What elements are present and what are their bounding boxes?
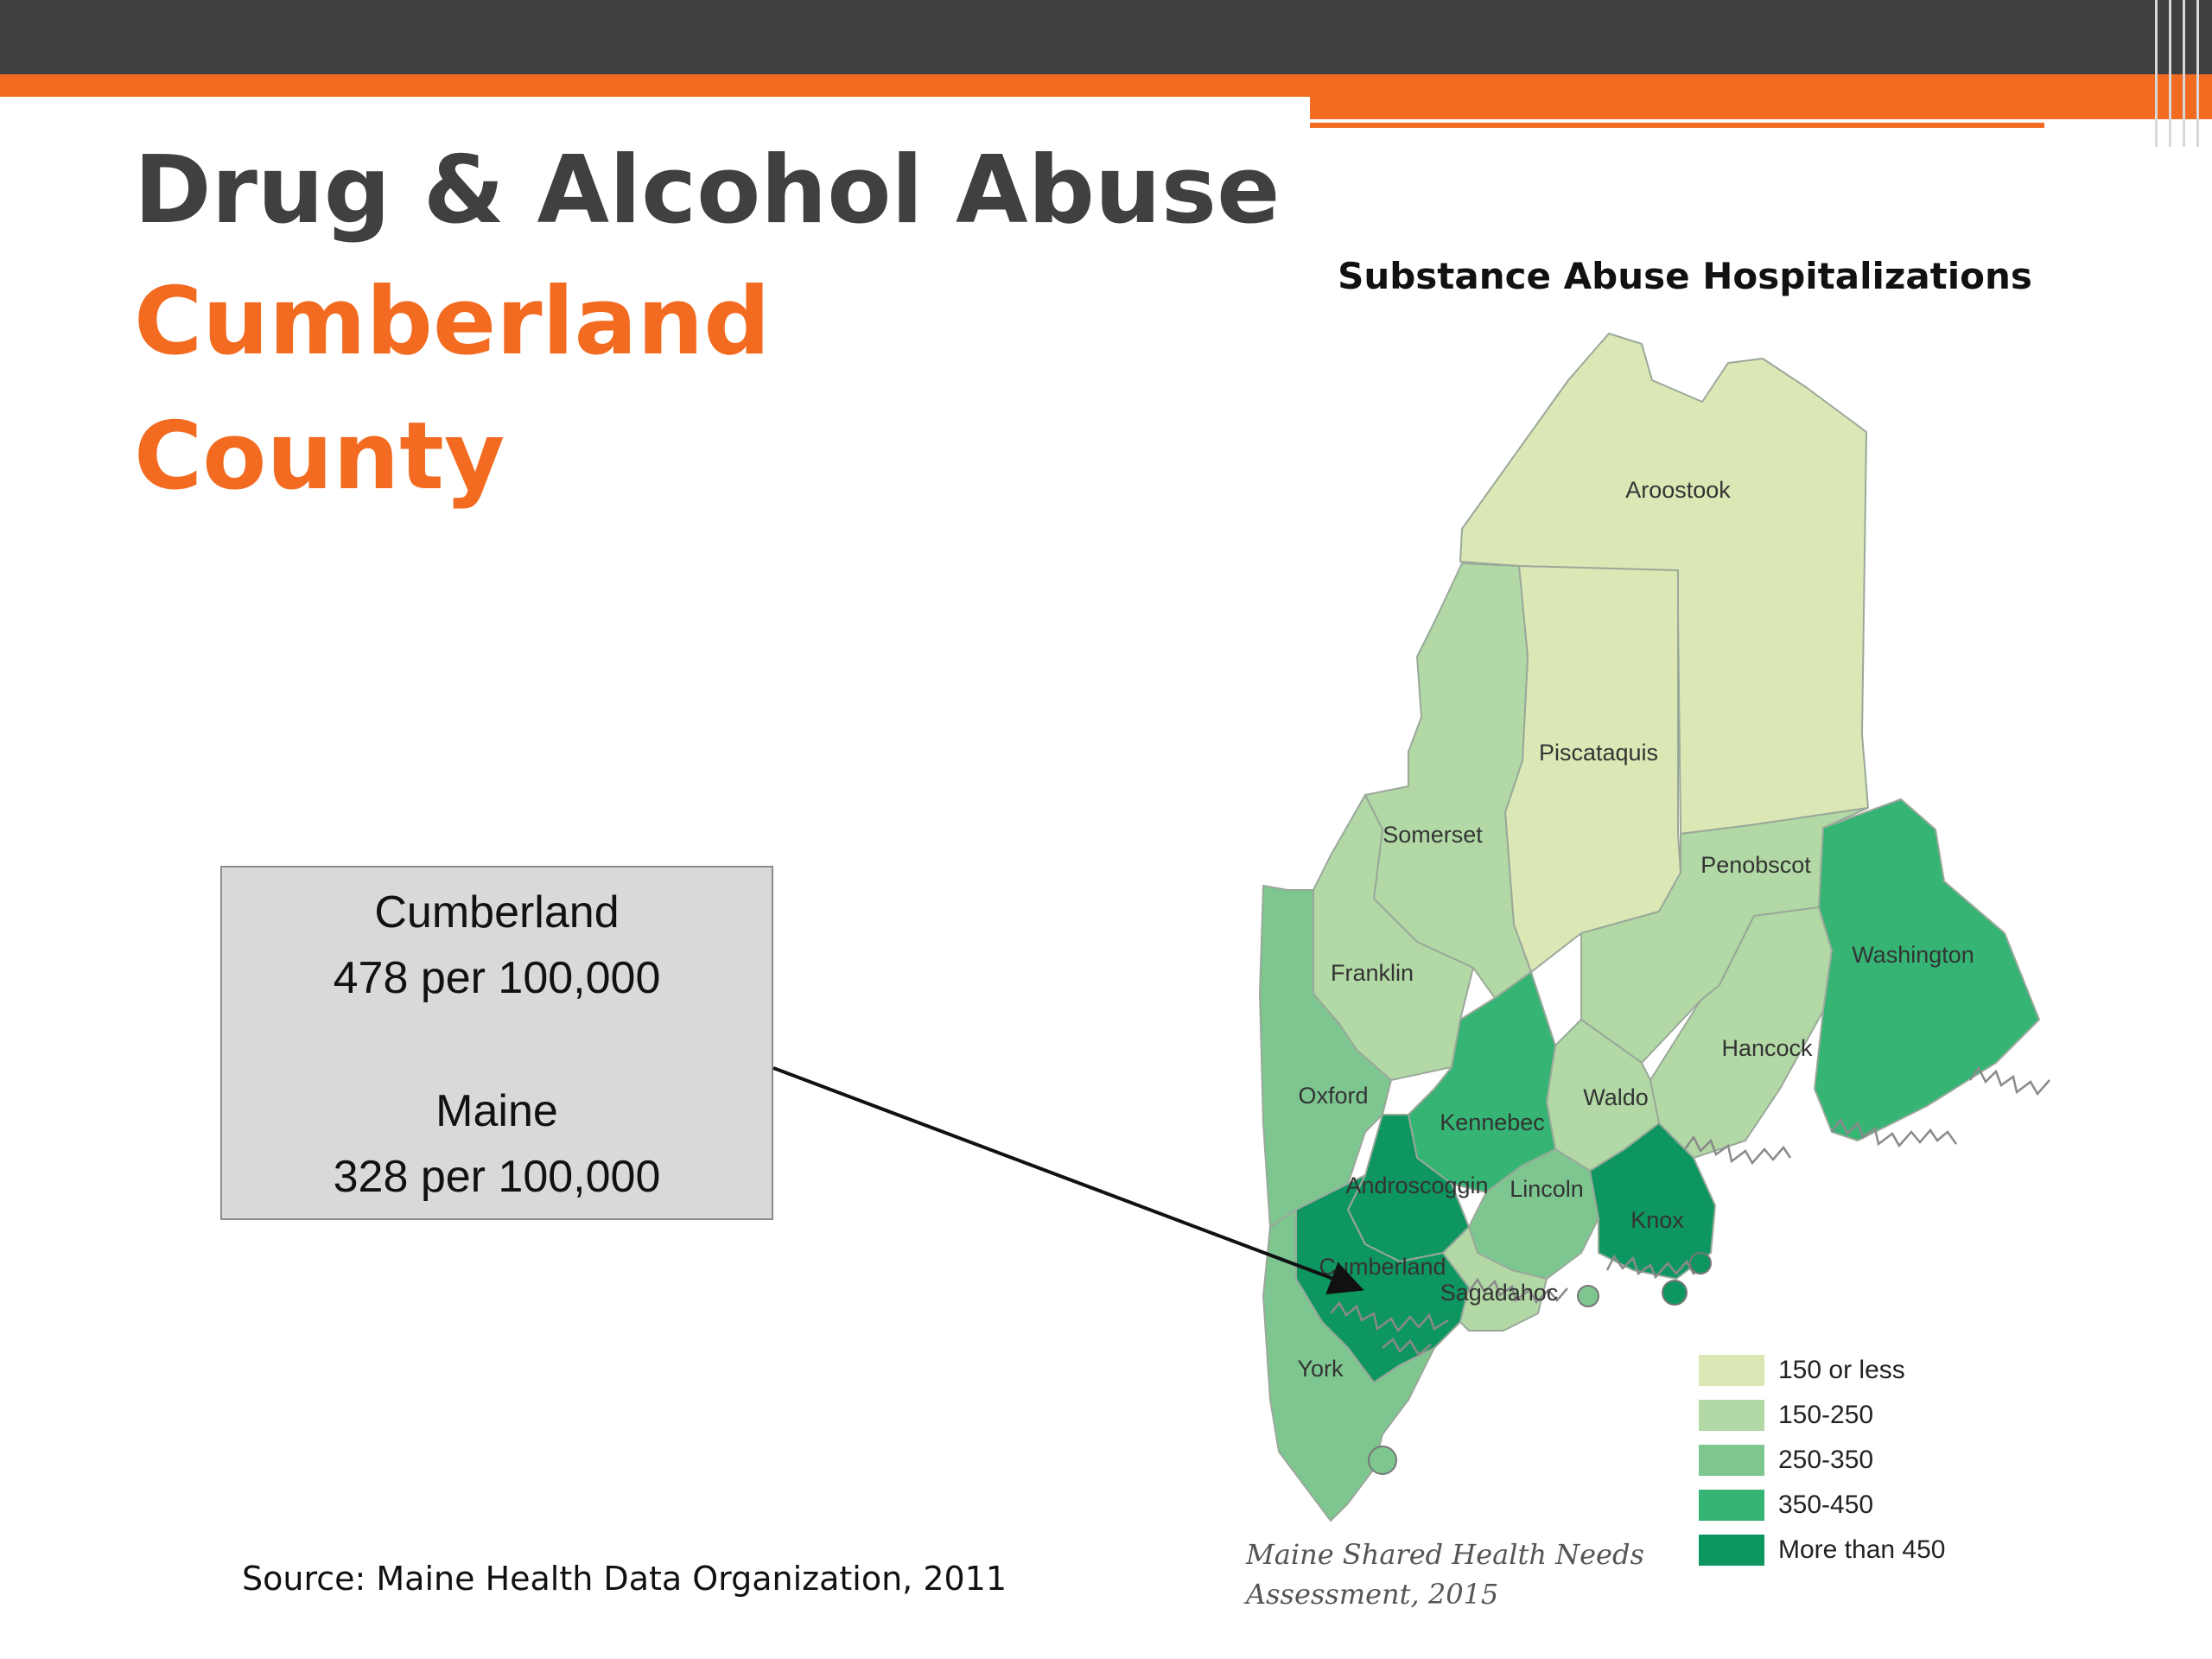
legend-item: 150 or less [1699,1355,2044,1389]
legend-swatch [1699,1355,1764,1386]
county-label-york: York [1297,1356,1344,1382]
county-label-androscoggin: Androscoggin [1345,1173,1488,1198]
rate-info-box: Cumberland 478 per 100,000 Maine 328 per… [220,866,773,1220]
source-note: Source: Maine Health Data Organization, … [242,1560,1007,1598]
county-label-franklin: Franklin [1331,960,1414,986]
maine-rate: 328 per 100,000 [333,1152,661,1202]
legend-swatch [1699,1490,1764,1521]
legend-item: More than 450 [1699,1535,2044,1569]
callout-arrow [772,1066,1364,1295]
county-label-oxford: Oxford [1298,1083,1368,1109]
legend-item: 150-250 [1699,1400,2044,1434]
legend-label: 350-450 [1778,1491,1874,1519]
slide-orange-thin-line [1310,123,2044,128]
legend-item: 250-350 [1699,1445,2044,1479]
county-piscataquis [1504,565,1681,973]
islands [1368,1252,1712,1475]
county-sagadahoc [1442,1226,1548,1332]
legend-swatch [1699,1400,1764,1431]
county-label-washington: Washington [1852,942,1974,968]
county-label-kennebec: Kennebec [1440,1109,1545,1135]
slide-edge-stripe [2169,0,2171,147]
legend-swatch [1699,1445,1764,1476]
legend-swatch [1699,1535,1764,1566]
map-credit-line1: Maine Shared Health Needs [1246,1538,1644,1571]
county-york [1262,1209,1435,1522]
legend-label: 250-350 [1778,1446,1874,1474]
county-label-sagadahoc: Sagadahoc [1440,1280,1559,1306]
coastline-detail [1330,1065,2050,1357]
slide-orange-band-lower [1310,97,2212,119]
county-label-hancock: Hancock [1721,1035,1813,1061]
county-label-knox: Knox [1630,1207,1684,1233]
maine-name: Maine [435,1086,558,1136]
legend-item: 350-450 [1699,1490,2044,1524]
county-label-waldo: Waldo [1583,1084,1649,1110]
map-title: Substance Abuse Hospitalizations [1338,255,2032,297]
county-label-somerset: Somerset [1382,822,1483,848]
slide-edge-stripe [2196,0,2199,147]
county-label-penobscot: Penobscot [1700,852,1811,878]
slide-subtitle-line2: County [134,403,505,511]
map-credit: Maine Shared Health Needs Assessment, 20… [1246,1535,1644,1614]
county-label-lincoln: Lincoln [1510,1176,1584,1202]
map-credit-line2: Assessment, 2015 [1246,1578,1499,1611]
county-label-aroostook: Aroostook [1625,477,1731,503]
slide-edge-stripe [2183,0,2185,147]
slide-top-bar [0,0,2212,74]
slide-subtitle-line1: Cumberland [134,268,771,376]
county-label-cumberland: Cumberland [1319,1254,1446,1280]
cumberland-name: Cumberland [374,887,620,938]
legend-label: More than 450 [1778,1535,1946,1564]
county-washington [1814,798,2040,1141]
county-knox [1589,1122,1716,1280]
county-label-piscataquis: Piscataquis [1539,740,1658,766]
slide-orange-band [0,74,2212,97]
legend-label: 150-250 [1778,1401,1874,1429]
cumberland-rate: 478 per 100,000 [333,953,661,1003]
slide-title: Drug & Alcohol Abuse [134,137,1281,245]
legend-label: 150 or less [1778,1356,1905,1384]
slide-edge-stripe [2155,0,2158,147]
